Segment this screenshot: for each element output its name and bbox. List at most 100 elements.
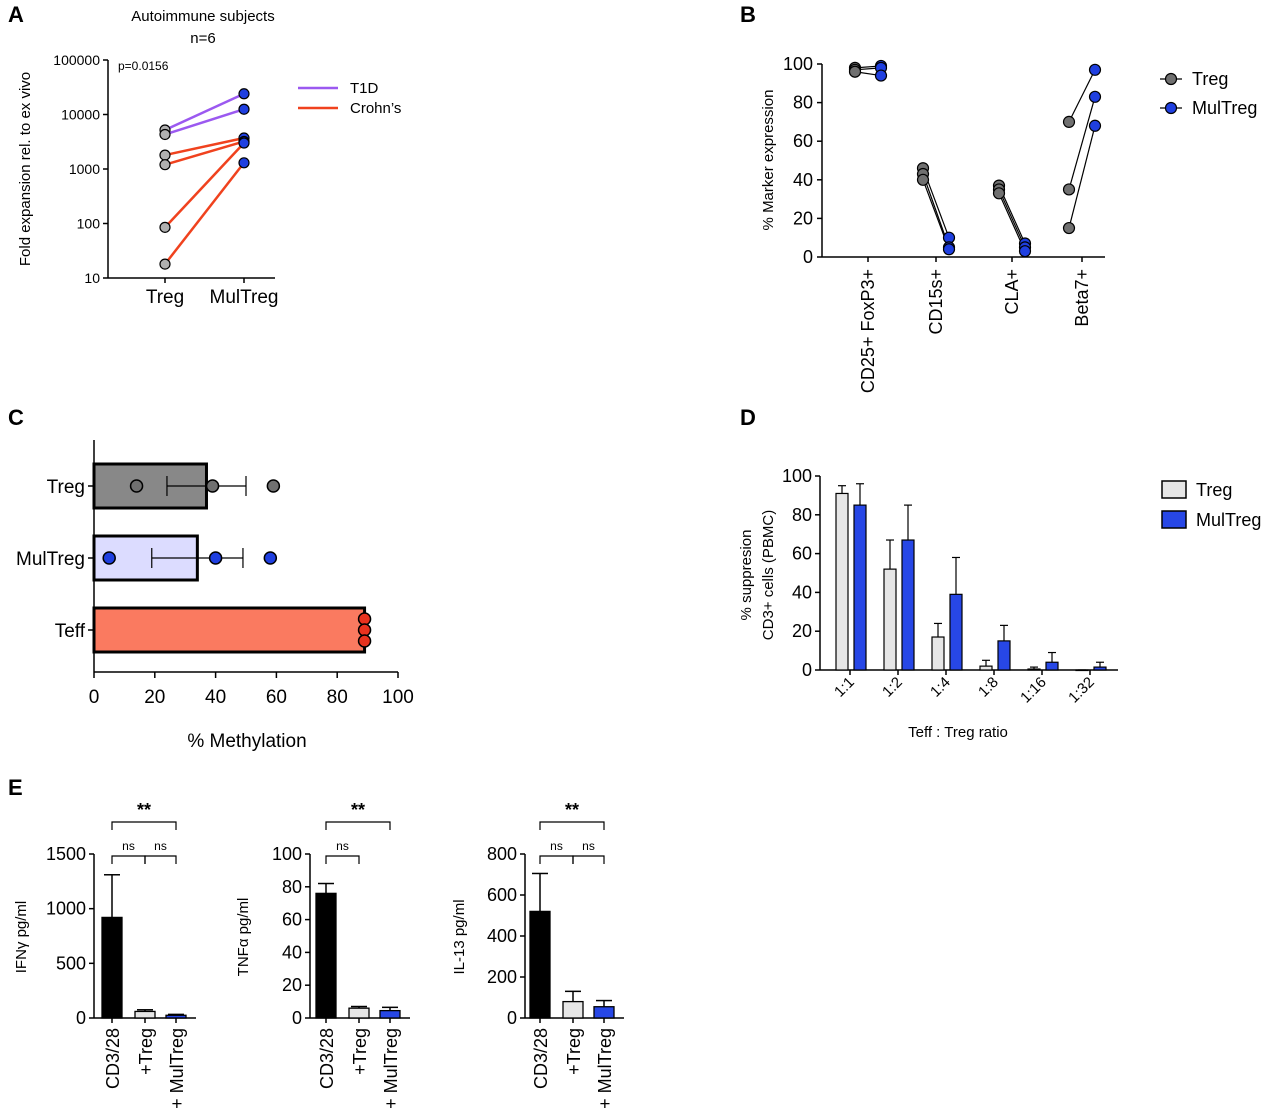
panel-c-xtick-label: 0 [89, 687, 100, 708]
panel-e3-significance-label: ** [565, 800, 579, 820]
panel-e1-significance-label: ns [154, 839, 167, 853]
panel-d-ytick-label: 40 [792, 582, 812, 602]
panel-d-bar [949, 593, 963, 671]
panel-b: % Marker expression 0 20 40 60 80 100 CD25+ Fo… [760, 54, 1257, 393]
panel-d-bar [1075, 669, 1089, 672]
panel-c-xtick-label: 40 [205, 687, 226, 708]
panel-c-ytick-label: MulTreg [16, 549, 85, 570]
panel-b-multreg-point [1018, 245, 1032, 258]
panel-e1-significance-label: ns [122, 839, 135, 853]
panel-e2-ytick-label: 100 [272, 844, 302, 864]
panel-e3-ylabel: IL-13 pg/ml [451, 899, 468, 974]
panel-e2-bar [348, 1007, 370, 1019]
panel-e1-xtick-label: + MulTreg [167, 1028, 187, 1109]
panel-e3-significance-bracket [572, 855, 605, 864]
panel-d-bar [901, 539, 915, 671]
panel-e2-bar [379, 1009, 401, 1019]
panel-b-treg-point [1062, 221, 1076, 235]
panel-d-bar [835, 492, 849, 671]
panel-letter-a: A [8, 2, 24, 27]
panel-d-ylabel: % suppresion [738, 530, 755, 621]
panel-d-ytick-label: 60 [792, 544, 812, 564]
panel-e3-ytick-label: 400 [487, 926, 517, 946]
panel-letter-d: D [740, 405, 756, 430]
panel-e2-ytick-label: 40 [282, 942, 302, 962]
panel-e1-bar [165, 1014, 187, 1019]
panel-e1-ytick-label: 500 [56, 953, 86, 973]
panel-a-treg-point [159, 159, 171, 171]
panel-b-legend-marker [1164, 72, 1178, 86]
panel-e1-significance-bracket [144, 855, 177, 864]
panel-a-series-line [164, 92, 245, 132]
panel-a-multreg-point [238, 88, 250, 100]
panel-e1-ytick-label: 1000 [46, 899, 86, 919]
panel-c-xtick-label: 80 [327, 687, 348, 708]
panel-e1-significance-label: ** [137, 800, 151, 820]
panel-a-ytick-label: 10 [84, 270, 100, 286]
panel-b-treg-point [1062, 183, 1076, 196]
panel-c-xtick-label: 60 [266, 687, 287, 708]
panel-d-legend-swatch [1161, 480, 1187, 499]
panel-d-ytick-label: 20 [792, 621, 812, 641]
panel-a-multreg-point [238, 137, 250, 149]
panel-d-legend-label: MulTreg [1196, 510, 1261, 530]
panel-a-ytick-label: 100 [77, 216, 101, 232]
panel-e1-bar [134, 1010, 156, 1019]
panel-e2-significance-label: ** [351, 800, 365, 820]
panel-b-treg-point [992, 187, 1006, 200]
panel-b-pair-line [1068, 125, 1096, 229]
panel-b-pair-line [1068, 69, 1096, 123]
panel-c-point [357, 634, 372, 648]
panel-e2-significance-bracket [325, 821, 391, 830]
panel-e2-significance-label: ns [336, 839, 349, 853]
panel-c: % Methylation Treg MulTreg Teff 0 20 40 60 80 10… [16, 440, 414, 752]
panel-e3-bar [593, 1006, 615, 1019]
panel-e1-ytick-label: 1500 [46, 844, 86, 864]
panel-c-ytick-label: Teff [55, 621, 86, 642]
panel-d-xlabel: Teff : Treg ratio [908, 724, 1008, 741]
panel-a-ytick-label: 1000 [69, 161, 100, 177]
panel-c-point [208, 551, 223, 565]
panel-e1-xtick-label: CD3/28 [103, 1028, 123, 1089]
panel-e3-significance-bracket [539, 821, 605, 830]
panel-b-ytick-label: 60 [793, 131, 813, 151]
panel-d-xtick-label: 1:8 [975, 674, 1002, 701]
panel-e1-significance-bracket [111, 855, 146, 864]
panel-d-ylabel2: CD3+ cells (PBMC) [760, 510, 777, 640]
panel-c-point [205, 479, 220, 493]
panel-e2-significance-bracket [325, 855, 360, 864]
panel-d-bar [1093, 666, 1107, 671]
panel-a-series-line [164, 162, 245, 265]
panel-a-legend-label: Crohn’s [350, 100, 401, 117]
panel-d-ytick-label: 80 [792, 505, 812, 525]
panel-d-bar [1045, 661, 1059, 671]
panel-c-point [357, 623, 372, 637]
panel-c-point [357, 612, 372, 626]
panel-a-series-line [164, 108, 245, 136]
panel-a-legend-label: T1D [350, 80, 379, 97]
panel-d-ytick-label: 0 [802, 660, 812, 680]
panel-a-treg-point [159, 258, 171, 270]
panel-b-ylabel: % Marker expression [760, 90, 777, 231]
panel-d-xtick-label: 1:32 [1065, 674, 1098, 707]
panel-e3-xtick-label: + MulTreg [595, 1028, 615, 1109]
panel-b-xtick-label: CD25+ FoxP3+ [858, 269, 878, 393]
panel-e: IFNγ pg/ml TNFα pg/ml IL-13 pg/ml 0 500 10… [13, 800, 624, 1109]
panel-a-title: Autoimmune subjects [131, 8, 274, 25]
panel-e3-significance-label: ns [550, 839, 563, 853]
panel-e2-xtick-label: +Treg [350, 1028, 370, 1075]
panel-c-point [263, 551, 278, 565]
panel-b-xtick-label: Beta7+ [1072, 269, 1092, 327]
panel-e2-xtick-label: + MulTreg [381, 1028, 401, 1109]
panel-b-legend-label: Treg [1192, 69, 1228, 89]
panel-c-point [266, 479, 281, 493]
panel-d-legend-label: Treg [1196, 480, 1232, 500]
panel-b-multreg-point [1088, 119, 1102, 132]
panel-e1-significance-bracket [111, 821, 177, 830]
panel-b-treg-point [1062, 115, 1076, 129]
panel-b-legend-marker [1164, 101, 1178, 115]
panel-b-ytick-label: 20 [793, 208, 813, 228]
panel-a-ytick-label: 100000 [53, 52, 100, 68]
panel-c-xtick-label: 20 [144, 687, 165, 708]
